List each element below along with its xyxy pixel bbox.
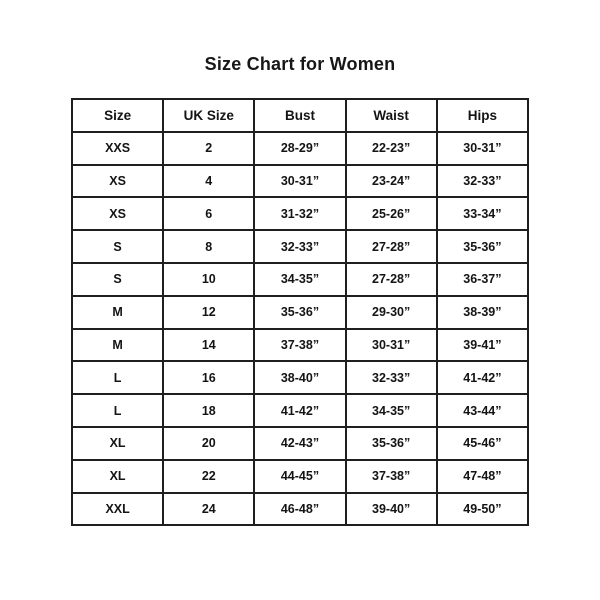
table-cell: 39-41” — [435, 327, 530, 363]
column-header-hips: Hips — [435, 98, 530, 133]
table-cell: 32-33” — [253, 229, 347, 264]
table-cell: 38-40” — [253, 360, 347, 396]
table-cell: 30-31” — [344, 327, 438, 363]
table-cell: 39-40” — [344, 491, 438, 527]
table-cell: 32-33” — [435, 163, 530, 199]
table-cell: 33-34” — [435, 196, 530, 232]
table-cell: 45-46” — [435, 425, 530, 461]
table-cell: XS — [70, 196, 165, 232]
table-cell: 23-24” — [344, 163, 438, 199]
table-cell: M — [70, 327, 165, 363]
column-header-waist: Waist — [344, 98, 438, 133]
table-cell: 37-38” — [253, 327, 347, 363]
table-cell: 25-26” — [344, 196, 438, 232]
table-cell: 29-30” — [344, 294, 438, 330]
table-cell: 44-45” — [253, 458, 347, 494]
table-cell: 12 — [162, 294, 256, 330]
column-header-size: Size — [70, 98, 165, 133]
table-cell: L — [70, 360, 165, 396]
size-chart-table: Size UK Size Bust Waist Hips XXS 2 28-29” 2… — [70, 98, 530, 527]
column-header-bust: Bust — [253, 98, 347, 133]
page-title: Size Chart for Women — [204, 54, 396, 74]
table-cell: 27-28” — [344, 261, 438, 297]
table-cell: 4 — [162, 163, 256, 199]
table-cell: 31-32” — [253, 196, 347, 232]
table-row: M 12 35-36” 29-30” 38-39” — [70, 294, 530, 330]
table-cell: M — [70, 294, 165, 330]
table-cell: 22 — [162, 458, 256, 494]
table-row: S 10 34-35” 27-28” 36-37” — [70, 261, 530, 297]
table-row: L 18 41-42” 34-35” 43-44” — [70, 393, 530, 428]
table-cell: 14 — [162, 327, 256, 363]
table-cell: 35-36” — [253, 294, 347, 330]
table-cell: 30-31” — [435, 130, 530, 166]
table-cell: 35-36” — [344, 425, 438, 461]
table-cell: 49-50” — [435, 491, 530, 527]
table-cell: 22-23” — [344, 130, 438, 166]
table-cell: 47-48” — [435, 458, 530, 494]
size-table-header: Size UK Size Bust Waist Hips — [70, 98, 530, 133]
table-cell: 20 — [162, 425, 256, 461]
table-cell: 41-42” — [435, 360, 530, 396]
table-cell: XL — [70, 458, 165, 494]
table-cell: 34-35” — [253, 261, 347, 297]
table-row: XS 4 30-31” 23-24” 32-33” — [70, 163, 530, 199]
table-cell: XL — [70, 425, 165, 461]
table-cell: 38-39” — [435, 294, 530, 330]
table-row: XXL 24 46-48” 39-40” 49-50” — [70, 491, 530, 527]
table-cell: S — [70, 229, 165, 264]
table-cell: 18 — [162, 393, 256, 428]
table-row: XXS 2 28-29” 22-23” 30-31” — [70, 130, 530, 166]
table-cell: 16 — [162, 360, 256, 396]
table-cell: 42-43” — [253, 425, 347, 461]
table-cell: 43-44” — [435, 393, 530, 428]
table-cell: 41-42” — [253, 393, 347, 428]
table-row: XL 20 42-43” 35-36” 45-46” — [70, 425, 530, 461]
size-table-body: XXS 2 28-29” 22-23” 30-31” XS 4 30-31” 23-24” 32-… — [70, 130, 530, 527]
table-cell: 36-37” — [435, 261, 530, 297]
table-cell: 2 — [162, 130, 256, 166]
table-row: XL 22 44-45” 37-38” 47-48” — [70, 458, 530, 494]
column-header-uk-size: UK Size — [162, 98, 256, 133]
table-cell: 32-33” — [344, 360, 438, 396]
table-cell: 24 — [162, 491, 256, 527]
table-cell: 28-29” — [253, 130, 347, 166]
header-row: Size UK Size Bust Waist Hips — [70, 98, 530, 133]
table-cell: XS — [70, 163, 165, 199]
table-row: XS 6 31-32” 25-26” 33-34” — [70, 196, 530, 232]
table-cell: S — [70, 261, 165, 297]
table-cell: 30-31” — [253, 163, 347, 199]
table-cell: L — [70, 393, 165, 428]
table-cell: 8 — [162, 229, 256, 264]
table-cell: XXL — [70, 491, 165, 527]
table-cell: 6 — [162, 196, 256, 232]
table-cell: XXS — [70, 130, 165, 166]
table-row: M 14 37-38” 30-31” 39-41” — [70, 327, 530, 363]
table-cell: 35-36” — [435, 229, 530, 264]
table-cell: 34-35” — [344, 393, 438, 428]
table-cell: 46-48” — [253, 491, 347, 527]
table-row: L 16 38-40” 32-33” 41-42” — [70, 360, 530, 396]
table-row: S 8 32-33” 27-28” 35-36” — [70, 229, 530, 264]
table-cell: 27-28” — [344, 229, 438, 264]
table-cell: 10 — [162, 261, 256, 297]
table-cell: 37-38” — [344, 458, 438, 494]
